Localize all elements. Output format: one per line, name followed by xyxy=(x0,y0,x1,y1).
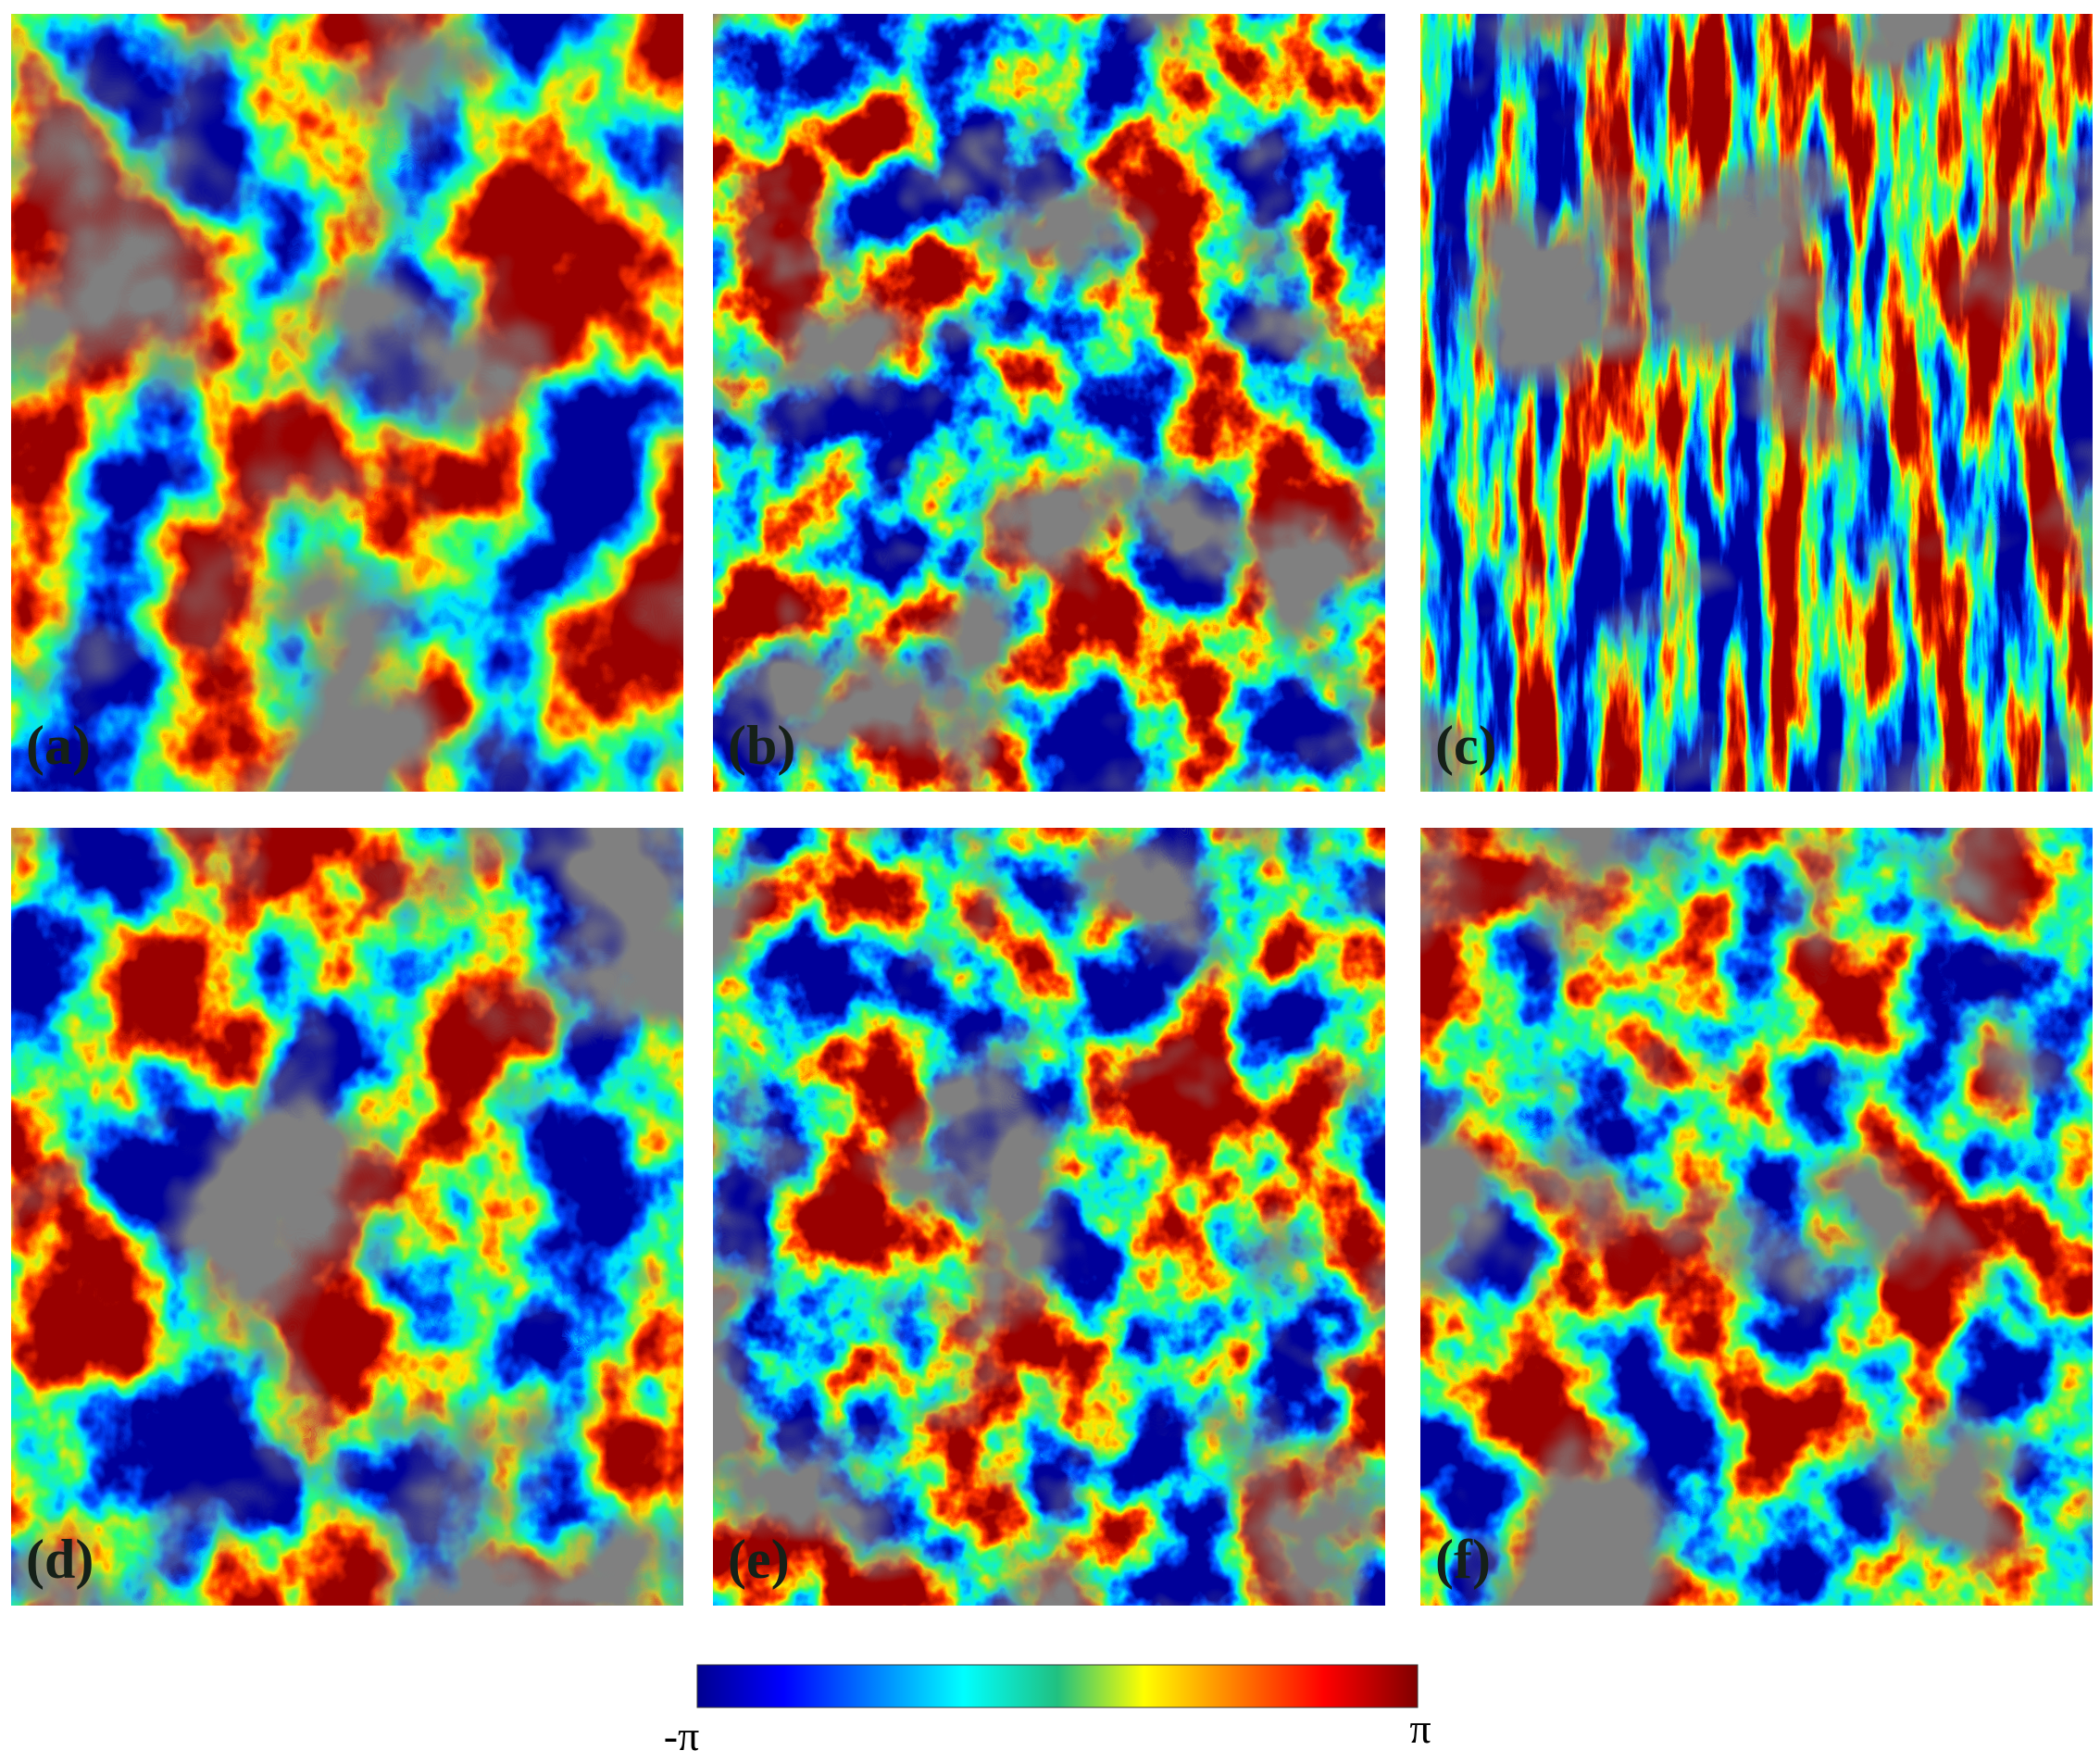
panel-label: (d) xyxy=(26,1529,94,1590)
panel-label: (e) xyxy=(728,1529,790,1590)
colorbar-min-label: -π xyxy=(664,1712,700,1759)
interferogram-panel xyxy=(712,827,1386,1607)
panel-label: (c) xyxy=(1435,715,1497,776)
interferogram-panel xyxy=(1419,827,2094,1607)
panel-label: (b) xyxy=(728,715,795,776)
colorbar-max-label: π xyxy=(1409,1705,1431,1752)
interferogram-panel xyxy=(712,13,1386,793)
panel-label: (a) xyxy=(26,715,91,776)
interferogram-panel xyxy=(10,13,684,793)
panels: (a) (b) (c) (d) (e) (f) xyxy=(10,13,2094,1607)
panel-label: (f) xyxy=(1435,1529,1491,1590)
colorbar xyxy=(696,1664,1419,1708)
interferogram-panel xyxy=(1419,13,2094,793)
interferogram-panel xyxy=(10,827,684,1607)
